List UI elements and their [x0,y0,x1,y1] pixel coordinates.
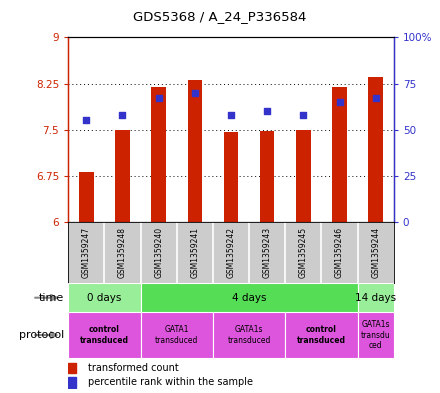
Bar [260,131,275,222]
Bar [79,172,94,222]
Text: GSM1359240: GSM1359240 [154,227,163,278]
Text: 0 days: 0 days [87,293,121,303]
Point [264,108,271,114]
Text: GSM1359245: GSM1359245 [299,227,308,278]
Bar [140,283,358,312]
Text: control
transduced: control transduced [297,325,346,345]
Text: 4 days: 4 days [232,293,266,303]
Bar [68,312,140,358]
Text: GSM1359246: GSM1359246 [335,227,344,278]
Bar [296,130,311,222]
Bar [140,312,213,358]
Point [227,112,235,118]
Bar [115,130,130,222]
Text: GSM1359243: GSM1359243 [263,227,271,278]
Bar [368,77,383,222]
Point [336,99,343,105]
Bar [332,87,347,222]
Bar [151,87,166,222]
Text: GDS5368 / A_24_P336584: GDS5368 / A_24_P336584 [133,10,307,23]
Text: transformed count: transformed count [88,363,179,373]
Text: GATA1
transduced: GATA1 transduced [155,325,198,345]
Text: percentile rank within the sample: percentile rank within the sample [88,377,253,387]
Bar [224,132,238,222]
Point [119,112,126,118]
Text: GSM1359248: GSM1359248 [118,227,127,278]
Bar [68,362,77,373]
Point [191,90,198,96]
Point [372,95,379,101]
Text: GSM1359241: GSM1359241 [191,227,199,278]
Text: GSM1359244: GSM1359244 [371,227,380,278]
Bar [68,283,140,312]
Bar [285,312,358,358]
Text: time: time [39,293,64,303]
Point [300,112,307,118]
Text: GATA1s
transdu
ced: GATA1s transdu ced [361,320,391,350]
Text: GATA1s
transduced: GATA1s transduced [227,325,271,345]
Point [83,117,90,123]
Text: protocol: protocol [18,330,64,340]
Bar [358,312,394,358]
Text: GSM1359242: GSM1359242 [227,227,235,278]
Bar [68,377,77,387]
Text: GSM1359247: GSM1359247 [82,227,91,278]
Bar [187,81,202,222]
Text: control
transduced: control transduced [80,325,129,345]
Bar [358,283,394,312]
Bar [213,312,285,358]
Point [155,95,162,101]
Text: 14 days: 14 days [355,293,396,303]
